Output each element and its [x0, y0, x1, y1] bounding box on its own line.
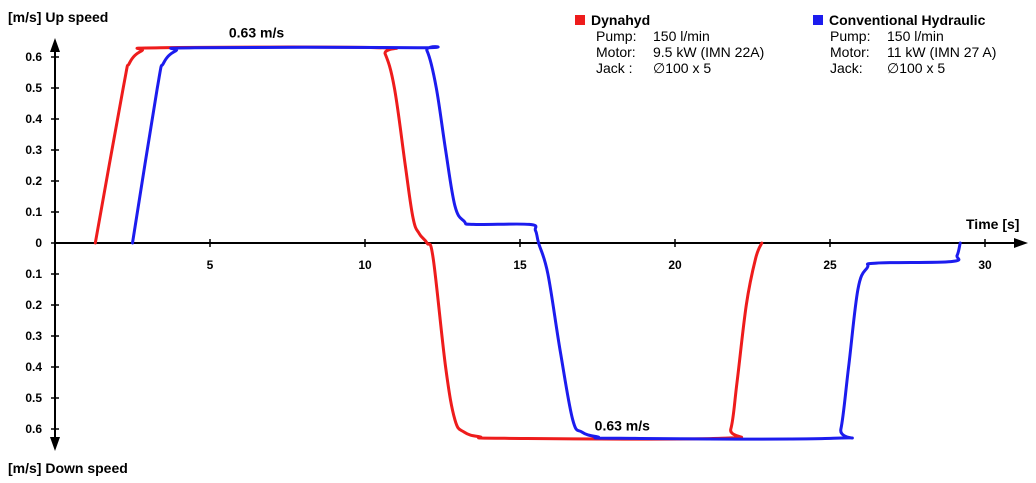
series-line-dynahyd — [93, 45, 764, 441]
legend-row-pump: Pump: 150 l/min — [575, 28, 764, 44]
legend-key: Pump: — [830, 28, 871, 44]
y-tick-label: 0.5 — [25, 391, 42, 405]
y-tick-label: 0.4 — [25, 112, 42, 126]
legend-value: 11 kW (IMN 27 A) — [887, 44, 997, 60]
y-axis-down-label: [m/s] Down speed — [8, 460, 128, 476]
legend-value: 150 l/min — [653, 28, 710, 44]
legend-row-motor: Motor: 9.5 kW (IMN 22A) — [575, 44, 764, 60]
y-tick-label: 0.2 — [25, 298, 42, 312]
y-tick-label: 0.1 — [25, 205, 42, 219]
legend-key: Jack : — [596, 60, 633, 76]
y-tick-label: 0.2 — [25, 174, 42, 188]
y-tick-label: 0.6 — [25, 422, 42, 436]
x-tick-label: 5 — [207, 258, 214, 272]
x-tick-label: 20 — [668, 258, 682, 272]
legend-value: ∅100 x 5 — [653, 60, 712, 76]
legend-entry-conventional: Conventional Hydraulic — [813, 12, 996, 28]
legend-row-pump: Pump: 150 l/min — [813, 28, 996, 44]
legend-title-dynahyd: Dynahyd — [591, 12, 651, 28]
legend-key: Motor: — [830, 44, 870, 60]
legend-title-conventional: Conventional Hydraulic — [829, 12, 986, 28]
ticks: 0 0.6 0.5 0.4 0.3 0.2 0.1 0.1 0.2 0.3 0.4 0.5 0.6 5 10… — [25, 50, 992, 436]
legend-swatch-conventional — [813, 15, 823, 25]
legend-value: ∅100 x 5 — [887, 60, 946, 76]
legend-conventional: Conventional Hydraulic Pump: 150 l/min M… — [813, 12, 996, 76]
annotation-down-speed: 0.63 m/s — [595, 417, 650, 433]
legend-key: Motor: — [596, 44, 636, 60]
series-line-conventional — [131, 45, 962, 441]
legend-value: 9.5 kW (IMN 22A) — [653, 44, 765, 60]
x-axis-arrow — [1014, 238, 1028, 248]
y-tick-label: 0.6 — [25, 50, 42, 64]
y-tick-label-zero: 0 — [35, 236, 42, 250]
axes — [50, 38, 1028, 451]
x-tick-label: 30 — [978, 258, 992, 272]
legend-key: Pump: — [596, 28, 637, 44]
legend-value: 150 l/min — [887, 28, 944, 44]
y-tick-label: 0.4 — [25, 360, 42, 374]
legend-row-jack: Jack: ∅100 x 5 — [813, 60, 996, 76]
y-tick-label: 0.5 — [25, 81, 42, 95]
x-tick-label: 15 — [513, 258, 527, 272]
legend-dynahyd: Dynahyd Pump: 150 l/min Motor: 9.5 kW (I… — [575, 12, 764, 76]
legend-row-motor: Motor: 11 kW (IMN 27 A) — [813, 44, 996, 60]
series-lines — [93, 45, 962, 441]
y-axis-up-label: [m/s] Up speed — [8, 9, 109, 25]
legend-key: Jack: — [830, 60, 863, 76]
y-tick-label: 0.3 — [25, 329, 42, 343]
annotation-up-speed: 0.63 m/s — [229, 25, 284, 41]
legend-swatch-dynahyd — [575, 15, 585, 25]
x-axis-label: Time [s] — [966, 216, 1020, 232]
y-tick-label: 0.1 — [25, 267, 42, 281]
x-tick-label: 10 — [358, 258, 372, 272]
y-axis-arrow-down — [50, 437, 60, 451]
y-tick-label: 0.3 — [25, 143, 42, 157]
legend-entry-dynahyd: Dynahyd — [575, 12, 764, 28]
annotations: 0.63 m/s 0.63 m/s — [229, 25, 650, 434]
x-tick-label: 25 — [823, 258, 837, 272]
legend-row-jack: Jack : ∅100 x 5 — [575, 60, 764, 76]
y-axis-arrow-up — [50, 38, 60, 52]
